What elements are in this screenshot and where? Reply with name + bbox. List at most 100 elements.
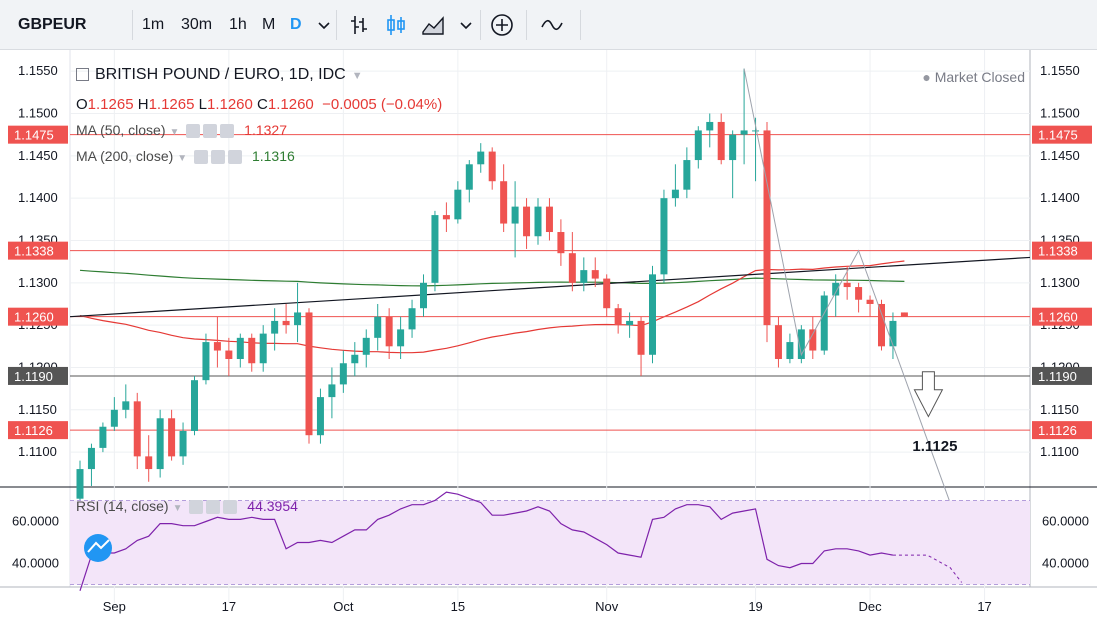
candle-body	[454, 189, 462, 220]
candle-body	[76, 469, 84, 499]
settings-icon[interactable]	[203, 124, 218, 139]
projection-path	[743, 68, 951, 504]
close-icon[interactable]	[228, 150, 243, 165]
price-level-badge	[1032, 421, 1092, 440]
rsi-band	[70, 500, 1030, 585]
interval-30m-button[interactable]: 30m	[181, 16, 213, 33]
chevron-down-icon[interactable]: ▼	[172, 503, 183, 514]
price-level-badge	[1032, 125, 1092, 144]
candle-body	[832, 282, 840, 296]
candle-body	[614, 308, 622, 326]
ma50-legend[interactable]: MA (50, close) ▼ 1.1327	[76, 122, 287, 139]
candle-body	[580, 270, 588, 283]
right-price-tick: 1.1500	[1040, 105, 1080, 120]
eye-icon[interactable]	[194, 150, 209, 165]
candle-body	[603, 278, 611, 309]
settings-icon[interactable]	[211, 150, 226, 165]
low-label: L	[198, 96, 207, 113]
left-price-tick: 1.1300	[18, 275, 58, 290]
right-price-tick: 1.1400	[1040, 190, 1080, 205]
candle-body	[202, 342, 210, 381]
chart-title-legend[interactable]: BRITISH POUND / EURO, 1D, IDC ▼	[76, 66, 363, 84]
ma200-legend[interactable]: MA (200, close) ▼ 1.1316	[76, 148, 295, 165]
right-price-tick: 1.1550	[1040, 63, 1080, 78]
candle-body	[729, 134, 737, 161]
candle-body	[259, 333, 267, 364]
status-dot-icon: ●	[922, 69, 931, 85]
ma200-value: 1.1316	[251, 148, 295, 164]
candle-body	[328, 384, 336, 398]
chevron-down-icon[interactable]: ▼	[169, 127, 180, 138]
candle-body	[362, 337, 370, 355]
right-price-tick: 1.1300	[1040, 275, 1080, 290]
indicators-wave-icon[interactable]	[540, 13, 564, 37]
candle-body	[168, 418, 176, 457]
interval-1m-button[interactable]: 1m	[142, 16, 165, 33]
chevron-down-icon[interactable]: ▼	[177, 153, 188, 164]
candle-body	[351, 354, 359, 364]
price-level-badge	[1032, 366, 1092, 385]
high-value: 1.1265	[148, 96, 195, 113]
time-tick-label: Dec	[858, 599, 882, 614]
price-level-label-left: 1.1338	[14, 244, 54, 259]
price-level-label: 1.1338	[1038, 244, 1078, 259]
candle-body	[191, 380, 198, 431]
price-level-label: 1.1475	[1038, 128, 1078, 143]
chevron-down-icon[interactable]	[454, 13, 478, 37]
rsi-tick-left: 40.0000	[12, 556, 59, 571]
candle-body	[843, 282, 851, 288]
eye-icon[interactable]	[189, 500, 204, 515]
candle-body	[534, 206, 542, 237]
candle-body	[878, 303, 885, 347]
settings-icon[interactable]	[206, 500, 221, 515]
candle-body	[294, 312, 302, 326]
rsi-legend[interactable]: RSI (14, close) ▼ 44.3954	[76, 498, 298, 515]
collapse-legend-icon[interactable]	[76, 68, 89, 82]
open-value: 1.1265	[87, 96, 134, 113]
close-icon[interactable]	[223, 500, 238, 515]
area-chart-icon[interactable]	[421, 13, 445, 37]
candle-body	[374, 316, 382, 338]
add-indicator-icon[interactable]	[490, 13, 514, 37]
eye-icon[interactable]	[186, 124, 201, 139]
candle-body	[110, 409, 118, 427]
candle-body	[820, 295, 828, 351]
candlestick-icon[interactable]	[384, 13, 408, 37]
candle-body	[568, 253, 576, 283]
candle-body	[889, 320, 897, 347]
price-level-badge	[1032, 241, 1092, 260]
symbol-search-button[interactable]: GBPEUR	[18, 16, 87, 33]
bar-chart-icon[interactable]	[347, 13, 371, 37]
down-arrow-icon	[913, 371, 944, 418]
interval-day-button[interactable]: D	[290, 16, 302, 33]
rsi-tick-right: 40.0000	[1042, 556, 1089, 571]
candle-body	[282, 320, 290, 326]
time-tick-label: Sep	[103, 599, 126, 614]
candle-body	[397, 329, 405, 347]
interval-month-button[interactable]: M	[262, 16, 276, 33]
close-label: C	[257, 96, 268, 113]
candle-body	[694, 130, 702, 161]
price-chart[interactable]: 1.11001.11001.11501.11501.12001.12001.12…	[0, 50, 1097, 623]
target-annotation: 1.1125	[912, 438, 957, 455]
market-status-text: Market Closed	[934, 69, 1025, 85]
candle-body	[740, 130, 748, 135]
candle-body	[557, 232, 565, 254]
left-price-tick: 1.1100	[18, 444, 57, 459]
price-level-badge-left	[8, 307, 68, 326]
candle-body	[145, 456, 153, 470]
price-level-label-left: 1.1260	[14, 310, 54, 325]
time-tick-label: 15	[451, 599, 465, 614]
chevron-down-icon[interactable]	[312, 13, 336, 37]
toolbar-divider	[336, 10, 337, 40]
interval-1h-button[interactable]: 1h	[229, 16, 247, 33]
close-icon[interactable]	[220, 124, 235, 139]
candle-body	[122, 401, 130, 410]
candle-body	[855, 287, 863, 300]
candle-body	[225, 350, 233, 360]
time-tick-label: 17	[977, 599, 991, 614]
candle-body	[752, 130, 760, 132]
candle-body	[179, 430, 187, 457]
chevron-down-icon[interactable]: ▼	[351, 70, 363, 82]
time-tick-label: 17	[222, 599, 236, 614]
